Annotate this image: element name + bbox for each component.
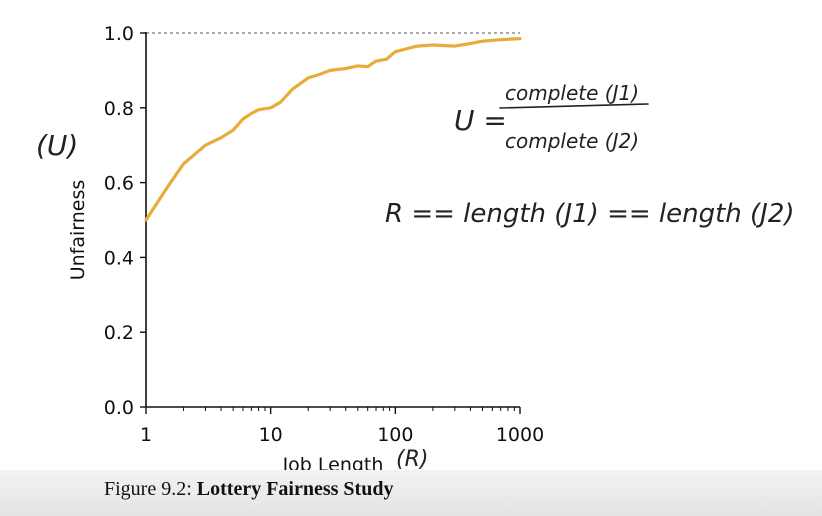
hand-x-var: (R) xyxy=(396,447,428,470)
y-tick-label: 0.0 xyxy=(104,397,134,419)
y-tick-label: 0.8 xyxy=(104,98,134,120)
x-axis-title: Job Length xyxy=(282,454,384,470)
y-tick-label: 1.0 xyxy=(104,23,134,45)
hand-y-var: (U) xyxy=(36,129,78,162)
figure-caption: Figure 9.2: Lottery Fairness Study xyxy=(104,478,393,501)
series-line xyxy=(144,37,522,222)
x-tick-label: 100 xyxy=(377,424,413,446)
x-tick-label: 10 xyxy=(259,424,283,446)
chart: 0.0 0.2 0.4 0.6 0.8 1.0 1 10 100 1000 Unfairness Jo… xyxy=(36,23,795,470)
hand-formula-lhs: U = xyxy=(454,104,507,137)
hand-formula-numerator: complete (J1) xyxy=(505,81,639,105)
hand-formula-denominator: complete (J2) xyxy=(505,129,639,153)
hand-fraction-bar xyxy=(499,103,649,109)
figure-caption-bar: Figure 9.2: Lottery Fairness Study xyxy=(0,470,822,516)
hand-rule: R == length (J1) == length (J2) xyxy=(385,199,795,229)
y-tick-label: 0.2 xyxy=(104,322,134,344)
caption-title: Lottery Fairness Study xyxy=(196,478,394,500)
x-tick-label: 1000 xyxy=(496,424,544,446)
x-tick-label: 1 xyxy=(140,424,152,446)
y-tick-label: 0.6 xyxy=(104,173,134,195)
y-tick-label: 0.4 xyxy=(104,247,134,269)
caption-label: Figure 9.2: xyxy=(104,478,192,500)
y-axis-title: Unfairness xyxy=(67,180,89,281)
